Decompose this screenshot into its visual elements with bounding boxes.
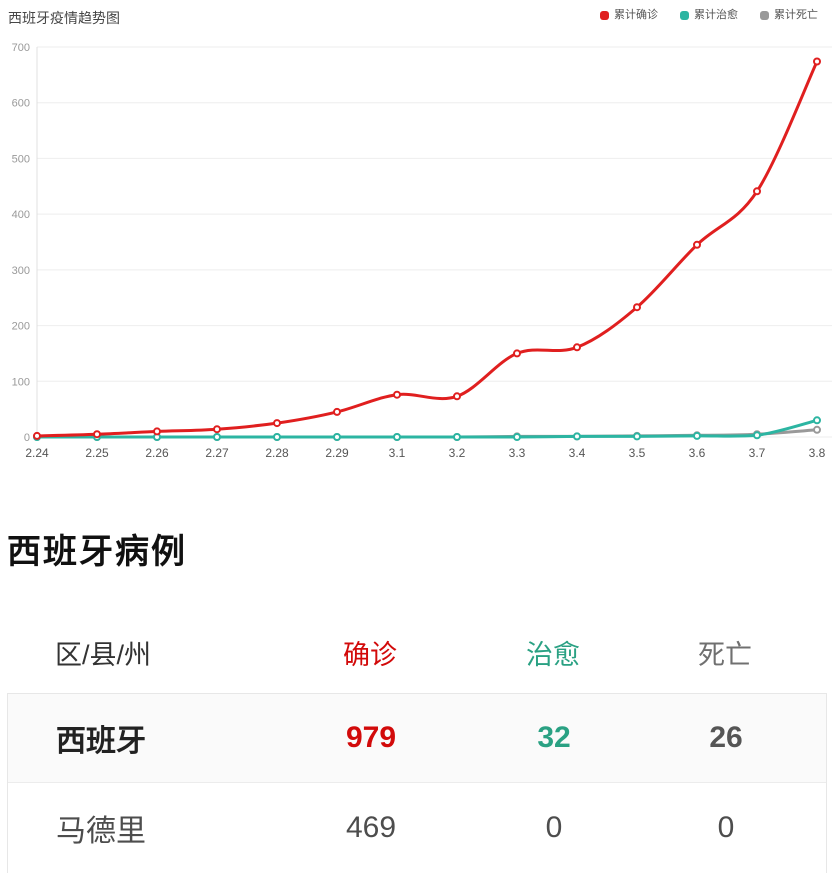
axis-tick-label: 3.6: [689, 446, 706, 460]
axis-tick-label: 3.1: [389, 446, 406, 460]
axis-tick-label: 2.26: [145, 446, 169, 460]
legend-label-confirmed: 累计确诊: [614, 9, 658, 21]
data-point-marker[interactable]: [633, 432, 641, 441]
data-point-marker[interactable]: [93, 430, 101, 439]
axis-tick-label: 500: [12, 153, 30, 165]
data-point-marker[interactable]: [813, 425, 821, 434]
axis-tick-label: 100: [12, 376, 30, 388]
series-line: [35, 418, 819, 439]
axis-tick-label: 2.24: [25, 446, 49, 460]
deaths-count: 26: [709, 720, 743, 754]
data-point-marker[interactable]: [333, 407, 341, 416]
data-point-marker[interactable]: [753, 431, 761, 440]
axis-tick-label: 0: [24, 432, 30, 444]
data-point-marker[interactable]: [153, 427, 161, 436]
column-header-confirmed: 确诊: [343, 640, 397, 671]
legend-item-confirmed[interactable]: 累计确诊: [600, 10, 658, 21]
data-point-marker[interactable]: [273, 433, 281, 441]
deaths-dot-icon: [760, 11, 769, 20]
axis-tick-label: 2.28: [265, 446, 289, 460]
axis-tick-label: 3.3: [509, 446, 526, 460]
data-point-marker[interactable]: [33, 431, 41, 440]
region-name: 西班牙: [56, 724, 146, 758]
data-point-marker[interactable]: [573, 343, 581, 352]
axis-tick-label: 400: [12, 209, 30, 221]
page-title: 西班牙病例: [7, 533, 187, 571]
axis-tick-label: 3.4: [569, 446, 586, 460]
axis-tick-label: 200: [12, 321, 30, 333]
cases-table: 区/县/州 确诊 治愈 死亡 西班牙 979 32 26 马德里 469 0 0: [7, 613, 827, 873]
data-point-marker[interactable]: [453, 392, 461, 401]
data-point-marker[interactable]: [393, 433, 401, 441]
axis-tick-label: 3.8: [809, 446, 826, 460]
axis-tick-label: 3.5: [629, 446, 646, 460]
data-point-marker[interactable]: [693, 431, 701, 440]
series-line: [35, 60, 819, 438]
table-header-row: 区/县/州 确诊 治愈 死亡: [7, 613, 827, 693]
data-point-marker[interactable]: [753, 187, 761, 196]
data-point-marker[interactable]: [213, 425, 221, 434]
data-point-marker[interactable]: [393, 390, 401, 399]
axis-tick-label: 2.27: [205, 446, 229, 460]
data-point-marker[interactable]: [513, 349, 521, 358]
axis-tick-label: 3.7: [749, 446, 766, 460]
table-body: 西班牙 979 32 26 马德里 469 0 0: [7, 692, 827, 873]
legend-label-cured: 累计治愈: [694, 9, 738, 21]
data-point-marker[interactable]: [633, 303, 641, 312]
axis-tick-label: 700: [12, 42, 30, 54]
data-point-marker[interactable]: [273, 419, 281, 428]
data-point-marker[interactable]: [813, 57, 821, 66]
trend-line-chart-canvas[interactable]: 0 100 200 300 400 500 600 700 2.24 2.25 2.26 2.27 2.…: [0, 0, 840, 470]
column-header-region: 区/县/州: [55, 640, 152, 671]
deaths-count: 0: [717, 810, 735, 844]
trend-chart: 西班牙疫情趋势图 累计确诊 累计治愈 累计死亡 0 100 200 300 400 500…: [0, 0, 840, 470]
column-header-deaths: 死亡: [698, 640, 752, 671]
data-point-marker[interactable]: [453, 433, 461, 441]
column-header-cured: 治愈: [526, 640, 580, 671]
legend-item-cured[interactable]: 累计治愈: [680, 10, 738, 21]
axis-tick-label: 300: [12, 265, 30, 277]
cured-dot-icon: [680, 11, 689, 20]
region-name: 马德里: [56, 814, 146, 848]
data-point-marker[interactable]: [513, 433, 521, 441]
data-point-marker[interactable]: [213, 433, 221, 441]
confirmed-count: 979: [345, 720, 397, 754]
axis-tick-label: 2.25: [85, 446, 109, 460]
legend-item-deaths[interactable]: 累计死亡: [760, 10, 818, 21]
confirmed-dot-icon: [600, 11, 609, 20]
cured-count: 0: [545, 810, 563, 844]
axis-tick-label: 600: [12, 98, 30, 110]
chart-legend: 累计确诊 累计治愈 累计死亡: [600, 10, 818, 21]
data-point-marker[interactable]: [573, 432, 581, 441]
data-point-marker[interactable]: [333, 433, 341, 441]
table-row-total: 西班牙 979 32 26: [8, 693, 826, 782]
data-point-marker[interactable]: [693, 240, 701, 249]
legend-label-deaths: 累计死亡: [774, 9, 818, 21]
axis-tick-label: 3.2: [449, 446, 466, 460]
cured-count: 32: [537, 720, 571, 754]
axis-tick-label: 2.29: [325, 446, 349, 460]
table-row: 马德里 469 0 0: [8, 781, 826, 873]
chart-title: 西班牙疫情趋势图: [8, 10, 120, 26]
confirmed-count: 469: [345, 810, 397, 844]
data-point-marker[interactable]: [813, 416, 821, 425]
